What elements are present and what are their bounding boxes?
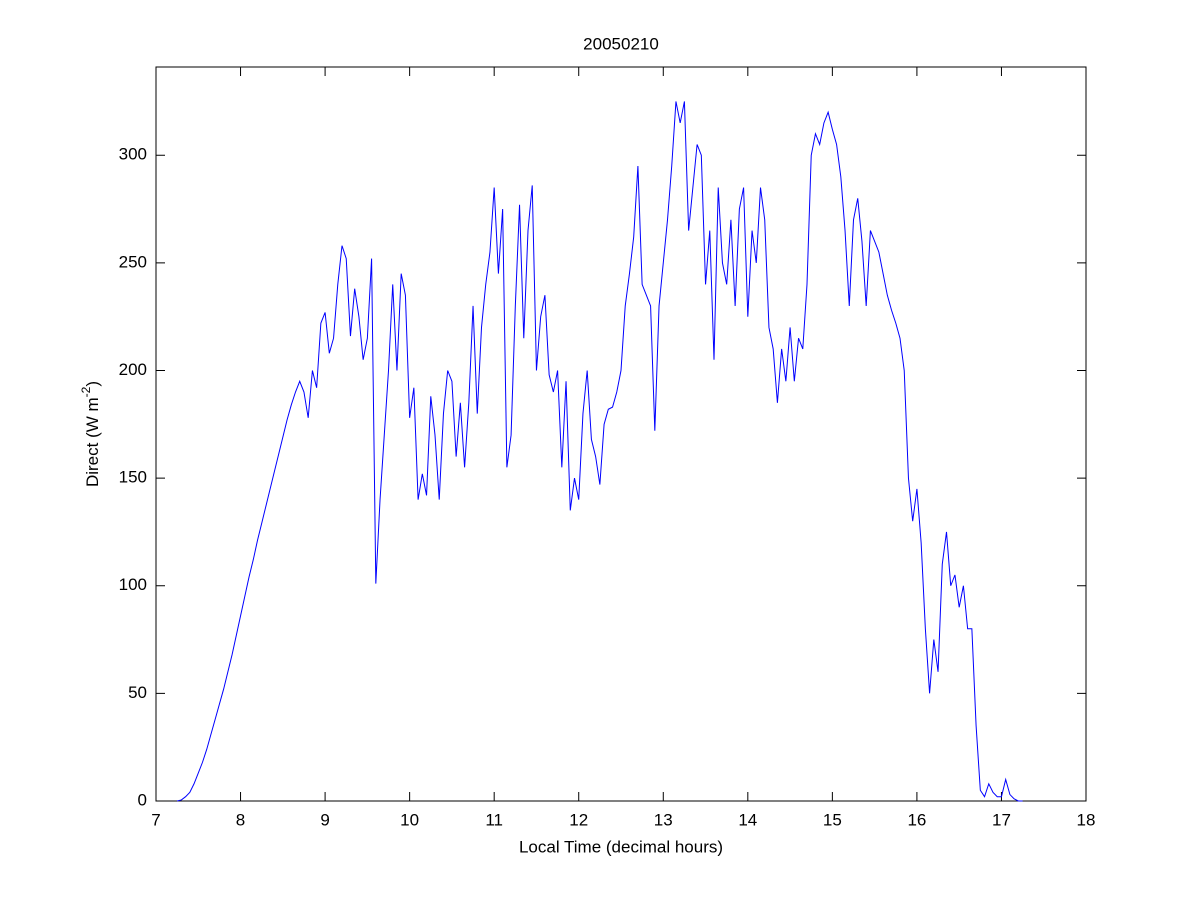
x-tick-label: 11: [485, 810, 503, 829]
y-axis-label: Direct (W m-2): [79, 381, 102, 487]
y-tick-label: 300: [119, 145, 147, 164]
y-tick-label: 250: [119, 252, 147, 271]
y-label-sup: -2: [79, 386, 93, 397]
x-tick-label: 18: [1077, 810, 1096, 829]
y-tick-label: 50: [128, 683, 147, 702]
y-tick-label: 0: [138, 790, 147, 809]
x-tick-label: 15: [823, 810, 842, 829]
data-line: [177, 101, 1023, 802]
x-tick-label: 16: [907, 810, 926, 829]
chart-title: 20050210: [583, 34, 659, 53]
x-tick-label: 10: [400, 810, 419, 829]
x-tick-label: 14: [738, 810, 757, 829]
y-label-tail: ): [83, 381, 102, 387]
y-label-text: Direct (W m: [83, 397, 102, 487]
y-tick-label: 200: [119, 360, 147, 379]
x-tick-label: 17: [992, 810, 1011, 829]
x-tick-label: 9: [320, 810, 329, 829]
x-tick-label: 12: [569, 810, 588, 829]
x-axis-label: Local Time (decimal hours): [519, 837, 723, 856]
x-tick-label: 8: [236, 810, 245, 829]
plot-frame: [155, 66, 1087, 802]
x-tick-label: 13: [654, 810, 673, 829]
x-tick-label: 7: [151, 810, 160, 829]
y-tick-label: 150: [119, 468, 147, 487]
y-tick-label: 100: [119, 575, 147, 594]
